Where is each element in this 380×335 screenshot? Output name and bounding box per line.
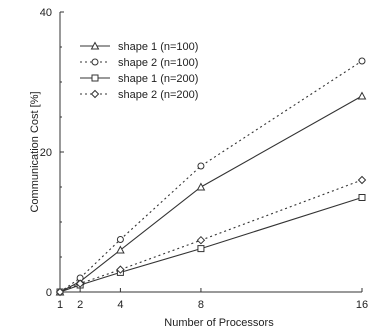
x-tick-label: 2 [77, 299, 83, 311]
data-point [196, 182, 206, 191]
data-point [197, 245, 205, 253]
x-axis-label: Number of Processors [164, 317, 274, 329]
x-tick-label: 8 [198, 299, 204, 311]
legend-entry: shape 1 (n=200) [80, 73, 198, 85]
legend-marker [90, 89, 100, 99]
data-point [116, 236, 124, 243]
legend: shape 1 (n=100) shape 2 (n=100) shape 1 (n… [80, 41, 198, 101]
data-point [197, 162, 205, 170]
x-tick-label: 16 [356, 299, 368, 311]
data-point [116, 245, 125, 254]
x-tick-label: 1 [57, 299, 63, 311]
series-line [59, 196, 363, 293]
data-point [358, 194, 366, 201]
data-point [358, 57, 366, 65]
axes [59, 12, 362, 293]
series-line [59, 95, 363, 293]
legend-label: shape 1 (n=100) [118, 41, 198, 53]
legend-label: shape 1 (n=200) [118, 73, 198, 85]
legend-entry: shape 2 (n=200) [80, 89, 198, 101]
series-3 [56, 194, 366, 296]
legend-label: shape 2 (n=200) [118, 89, 198, 101]
data-point [357, 175, 367, 185]
data-point [116, 265, 125, 274]
data-point [357, 91, 367, 100]
series-line [59, 60, 363, 293]
series-line [59, 179, 363, 293]
data-point [75, 279, 85, 288]
ticks: 0 20 40 1 2 4 8 16 [40, 7, 368, 311]
y-tick-label: 0 [46, 287, 52, 299]
legend-marker [91, 74, 99, 82]
legend-marker [90, 41, 100, 50]
data-point [196, 235, 206, 245]
legend-marker [91, 58, 99, 66]
series-4 [55, 175, 367, 297]
series-2 [56, 57, 366, 296]
data-point [55, 287, 65, 297]
legend-entry: shape 1 (n=100) [80, 41, 198, 53]
y-tick-label: 20 [40, 147, 52, 159]
series-1 [55, 91, 367, 296]
y-axis-label: Communication Cost [%] [29, 91, 41, 212]
x-tick-label: 4 [117, 299, 123, 311]
legend-label: shape 2 (n=100) [118, 57, 198, 69]
series-layer [55, 57, 367, 297]
legend-entry: shape 2 (n=100) [80, 57, 198, 69]
y-tick-label: 40 [40, 7, 52, 19]
